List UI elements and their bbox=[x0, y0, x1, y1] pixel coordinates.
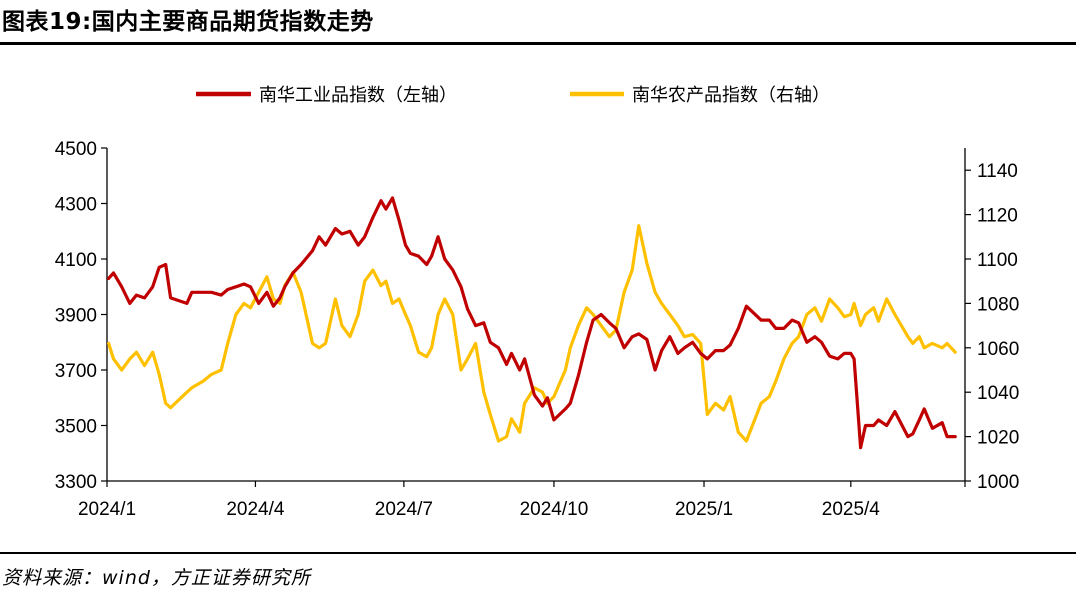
legend: 南华工业品指数（左轴） 南华农产品指数（右轴） bbox=[196, 85, 830, 106]
x-tick-label: 2024/10 bbox=[520, 499, 589, 520]
x-tick-label: 2024/4 bbox=[226, 499, 285, 520]
industrial-index-line bbox=[106, 196, 957, 450]
x-tick-label: 2025/1 bbox=[675, 499, 733, 520]
right-tick-label: 1000 bbox=[977, 472, 1019, 493]
source-note: 资料来源：wind，方正证券研究所 bbox=[2, 567, 311, 589]
right-tick-label: 1040 bbox=[977, 383, 1019, 404]
left-tick-label: 3300 bbox=[55, 472, 97, 493]
x-tick-label: 2024/7 bbox=[375, 499, 433, 520]
right-tick-label: 1120 bbox=[977, 206, 1018, 227]
legend-label-agricultural: 南华农产品指数（右轴） bbox=[632, 85, 830, 106]
x-tick-label: 2025/4 bbox=[822, 499, 881, 520]
x-tick-label: 2024/1 bbox=[78, 499, 136, 520]
axes: 3300 3500 3700 3900 4100 4300 4500 1000 1020 1040… bbox=[55, 139, 1020, 520]
right-tick-label: 1080 bbox=[977, 294, 1019, 315]
left-tick-label: 3900 bbox=[55, 306, 97, 327]
source-rule bbox=[0, 552, 1076, 554]
legend-label-industrial: 南华工业品指数（左轴） bbox=[259, 85, 457, 106]
left-tick-label: 4300 bbox=[55, 195, 97, 216]
right-tick-label: 1140 bbox=[977, 161, 1018, 182]
series-layer bbox=[106, 196, 957, 450]
agricultural-index-line bbox=[106, 224, 957, 443]
left-tick-label: 4500 bbox=[55, 139, 97, 160]
right-tick-label: 1100 bbox=[977, 250, 1018, 271]
right-tick-label: 1020 bbox=[977, 428, 1019, 449]
right-tick-label: 1060 bbox=[977, 339, 1019, 360]
left-tick-label: 3500 bbox=[55, 417, 97, 438]
left-tick-label: 3700 bbox=[55, 361, 97, 382]
chart-title: 图表19:国内主要商品期货指数走势 bbox=[2, 9, 374, 35]
left-tick-label: 4100 bbox=[55, 250, 97, 271]
title-rule bbox=[0, 42, 1076, 45]
